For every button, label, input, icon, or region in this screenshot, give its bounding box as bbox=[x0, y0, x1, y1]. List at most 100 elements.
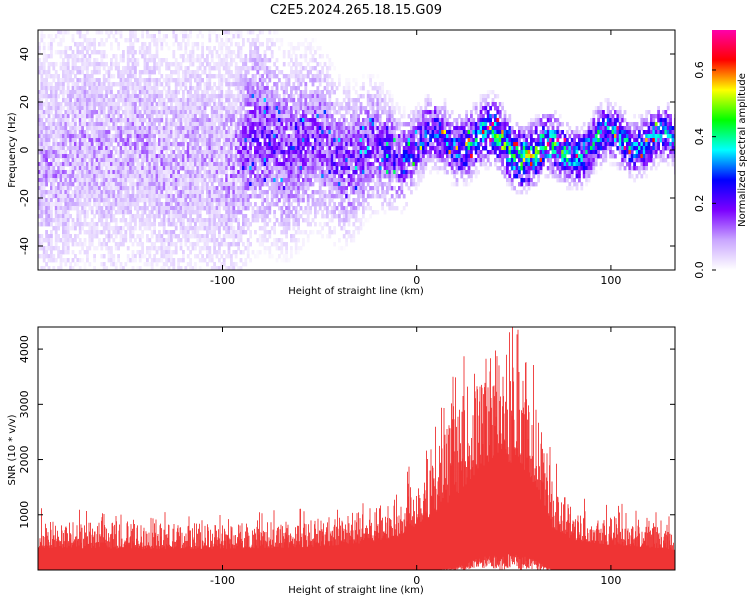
spectrogram-cell bbox=[69, 110, 72, 115]
spectrogram-cell bbox=[153, 254, 156, 259]
spectrogram-cell bbox=[102, 134, 106, 139]
spectrogram-cell bbox=[62, 234, 65, 239]
spectrogram-cell bbox=[78, 190, 82, 195]
spectrogram-cell bbox=[220, 174, 224, 179]
spectrogram-cell bbox=[285, 222, 288, 227]
spectrogram-cell bbox=[155, 170, 159, 175]
spectrogram-cell bbox=[239, 226, 243, 231]
spectrogram-cell bbox=[74, 190, 77, 195]
spectrogram-cell bbox=[191, 174, 195, 179]
spectrogram-cell bbox=[64, 258, 68, 263]
spectrogram-cell bbox=[172, 170, 176, 175]
spectrogram-cell bbox=[57, 50, 60, 55]
spectrogram-cell bbox=[230, 142, 233, 147]
spectrogram-cell bbox=[112, 194, 116, 199]
spectrogram-cell bbox=[83, 238, 87, 243]
spectrogram-cell bbox=[184, 150, 188, 155]
spectrogram-cell bbox=[134, 254, 137, 259]
spectrogram-cell bbox=[42, 210, 46, 215]
spectrogram-cell bbox=[114, 118, 118, 123]
spectrogram-cell bbox=[38, 170, 41, 175]
spectrogram-cell bbox=[64, 182, 68, 187]
spectrogram-cell bbox=[287, 142, 291, 147]
spectrogram-cell bbox=[40, 90, 44, 95]
spectrogram-cell bbox=[143, 118, 147, 123]
spectrogram-cell bbox=[38, 46, 41, 51]
spectrogram-cell bbox=[126, 138, 130, 143]
spectrogram-cell bbox=[186, 78, 190, 83]
spectrogram-cell bbox=[287, 198, 291, 203]
spectrogram-cell bbox=[182, 158, 185, 163]
spectrogram-cell bbox=[242, 78, 245, 83]
spectrogram-cell bbox=[167, 222, 171, 227]
spectrogram-cell bbox=[143, 98, 147, 103]
spectrogram-cell bbox=[141, 54, 144, 59]
spectrogram-cell bbox=[194, 246, 197, 251]
spectrogram-cell bbox=[126, 50, 130, 55]
spectrogram-cell bbox=[297, 62, 300, 67]
spectrogram-cell bbox=[57, 30, 60, 35]
spectrogram-cell bbox=[98, 146, 101, 151]
spectrogram-cell bbox=[213, 102, 216, 107]
spectrogram-cell bbox=[122, 214, 125, 219]
spectrogram-cell bbox=[117, 206, 120, 211]
spectrogram-cell bbox=[234, 250, 238, 255]
spectrogram-cell bbox=[167, 218, 171, 223]
spectrogram-cell bbox=[114, 102, 118, 107]
spectrogram-cell bbox=[66, 190, 70, 195]
spectrogram-cell bbox=[143, 166, 147, 171]
spectrogram-cell bbox=[52, 202, 56, 207]
spectrogram-cell bbox=[141, 142, 144, 147]
spectrogram-cell bbox=[206, 246, 209, 251]
spectrogram-cell bbox=[136, 78, 140, 83]
spectrogram-cell bbox=[40, 210, 44, 215]
spectrogram-cell bbox=[184, 226, 188, 231]
spectrogram-cell bbox=[270, 242, 274, 247]
spectrogram-cell bbox=[218, 70, 221, 75]
spectrogram-cell bbox=[165, 194, 168, 199]
spectrogram-cell bbox=[206, 206, 209, 211]
spectrogram-cell bbox=[112, 162, 116, 167]
spectrogram-cell bbox=[237, 138, 240, 143]
spectrogram-cell bbox=[114, 62, 118, 67]
spectrogram-cell bbox=[282, 170, 286, 175]
spectrogram-cell bbox=[246, 94, 250, 99]
spectrogram-cell bbox=[38, 254, 41, 259]
spectrogram-cell bbox=[141, 34, 144, 39]
spectrogram-cell bbox=[297, 194, 300, 199]
spectrogram-cell bbox=[98, 214, 101, 219]
spectrogram-cell bbox=[208, 178, 212, 183]
spectrogram-cell bbox=[64, 78, 68, 83]
spectrogram-cell bbox=[258, 174, 262, 179]
spectrogram-cell bbox=[213, 82, 216, 87]
spectrogram-cell bbox=[47, 190, 51, 195]
spectrogram-cell bbox=[177, 70, 180, 75]
spectrogram-cell bbox=[254, 74, 257, 79]
spectrogram-cell bbox=[148, 142, 152, 147]
spectrogram-cell bbox=[222, 202, 226, 207]
spectrogram-cell bbox=[126, 206, 130, 211]
spectrogram-cell bbox=[148, 78, 152, 83]
spectrogram-cell bbox=[143, 158, 147, 163]
spectrogram-cell bbox=[266, 98, 269, 103]
spectrogram-cell bbox=[134, 218, 137, 223]
spectrogram-cell bbox=[174, 250, 178, 255]
spectrogram-cell bbox=[299, 126, 303, 131]
spectrogram-cell bbox=[215, 214, 219, 219]
spectrogram-cell bbox=[198, 146, 202, 151]
spectrogram-cell bbox=[182, 218, 185, 223]
spectrogram-cell bbox=[66, 134, 70, 139]
spectrogram-cell bbox=[237, 158, 240, 163]
spectrogram-cell bbox=[249, 86, 252, 91]
spectrogram-cell bbox=[174, 194, 178, 199]
spectrogram-cell bbox=[141, 86, 144, 91]
spectrogram-cell bbox=[143, 198, 147, 203]
spectrogram-cell bbox=[150, 234, 154, 239]
spectrogram-cell bbox=[141, 70, 144, 75]
spectrogram-cell bbox=[71, 238, 75, 243]
spectrogram-cell bbox=[150, 126, 154, 131]
spectrogram-cell bbox=[136, 242, 140, 247]
spectrogram-cell bbox=[196, 150, 200, 155]
spectrogram-cell bbox=[225, 186, 228, 191]
spectrogram-cell bbox=[158, 82, 161, 87]
